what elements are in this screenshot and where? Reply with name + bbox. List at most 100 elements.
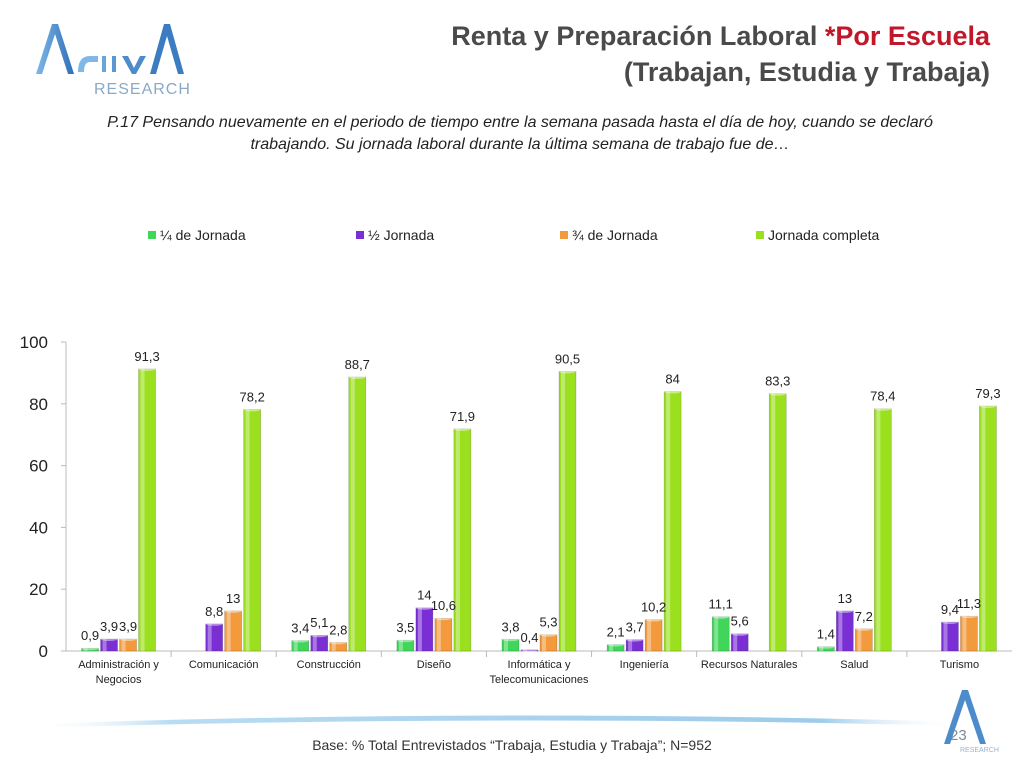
bar-cap — [664, 389, 682, 394]
bar — [396, 639, 415, 652]
bar-cap — [607, 642, 625, 647]
bar-cap — [836, 608, 854, 613]
data-label: 78,2 — [240, 389, 265, 404]
legend-label: ¼ de Jornada — [160, 227, 246, 243]
bar-highlight — [714, 616, 719, 651]
data-label: 2,1 — [607, 625, 625, 640]
data-label: 84 — [665, 371, 679, 386]
bar — [558, 371, 577, 652]
bar-highlight — [293, 640, 298, 651]
data-label: 11,3 — [957, 596, 981, 611]
legend-label: ½ Jornada — [368, 227, 434, 243]
bar — [855, 628, 873, 652]
chart-bars — [81, 366, 997, 652]
bar-cap — [855, 626, 873, 631]
data-label: 83,3 — [765, 374, 790, 389]
bar-cap — [329, 640, 347, 645]
bar-cap — [415, 605, 433, 610]
bar-cap — [119, 636, 137, 641]
chart-x-labels: Administración y Negocios Comunicación Cons… — [78, 659, 979, 686]
bar — [434, 617, 453, 652]
bar — [81, 647, 99, 652]
bar-cap — [396, 638, 414, 643]
bar-highlight — [561, 371, 565, 651]
bar-cap — [645, 617, 663, 622]
bar — [224, 610, 242, 652]
data-label: 5,1 — [310, 615, 328, 630]
bar — [453, 428, 472, 652]
bar-cap — [769, 391, 787, 396]
bar-highlight — [83, 648, 88, 651]
bar — [243, 409, 261, 652]
bar-highlight — [838, 610, 843, 651]
bar — [539, 634, 558, 652]
footer-base-note: Base: % Total Entrevistados “Trabaja, Es… — [312, 737, 712, 753]
title-main: Renta y Preparación Laboral — [451, 21, 825, 51]
bar — [348, 376, 367, 652]
bar-cap — [291, 638, 309, 643]
bar — [606, 644, 625, 652]
data-label: 13 — [838, 591, 852, 606]
data-label: 3,5 — [396, 620, 414, 635]
x-category-label: Ingeniería — [620, 659, 670, 671]
bar-cap — [521, 647, 538, 652]
bar — [817, 646, 835, 652]
bar-cap — [874, 406, 892, 411]
legend-swatch — [756, 231, 764, 239]
bar-highlight — [102, 638, 107, 651]
data-label: 3,9 — [119, 619, 137, 634]
data-label: 0,9 — [81, 628, 99, 643]
legend-swatch — [560, 231, 568, 239]
bar-cap — [138, 366, 156, 371]
bar-highlight — [733, 633, 738, 651]
bar-highlight — [981, 405, 986, 651]
survey-question: P.17 Pensando nuevamente en el periodo d… — [107, 114, 933, 153]
bar — [836, 610, 854, 652]
y-tick-label: 80 — [29, 395, 48, 414]
logo-research-text: RESEARCH — [94, 81, 191, 98]
bar — [310, 634, 329, 652]
bar-cap — [817, 644, 835, 649]
bar-highlight — [628, 639, 633, 651]
data-label: 5,3 — [539, 615, 557, 630]
bar — [329, 642, 348, 652]
legend-swatch — [356, 231, 364, 239]
title-line2: (Trabajan, Estudia y Trabaja) — [623, 57, 990, 87]
x-category-label: Comunicación — [189, 659, 259, 671]
x-category-label: Diseño — [417, 659, 451, 671]
bar-cap — [310, 633, 328, 638]
bar-highlight — [350, 376, 355, 651]
y-tick-label: 100 — [20, 333, 48, 352]
activa-research-logo: RESEARCH — [36, 24, 191, 98]
bar-highlight — [455, 428, 460, 651]
bar-cap — [224, 608, 242, 613]
page-title: Renta y Preparación Laboral *Por Escuela… — [350, 18, 990, 90]
bar-highlight — [504, 639, 508, 651]
bar-highlight — [245, 409, 250, 651]
bar-highlight — [523, 649, 527, 651]
bar — [874, 408, 892, 652]
bar-highlight — [771, 393, 776, 651]
bar-chart: ¼ de Jornada ½ Jornada ¾ de Jornada Jornada… — [20, 227, 1012, 686]
bar — [100, 638, 118, 652]
bar-highlight — [647, 619, 652, 651]
bar-highlight — [857, 628, 862, 651]
bar — [960, 615, 978, 652]
data-label: 5,6 — [731, 614, 749, 629]
data-label: 9,4 — [941, 602, 959, 617]
bar — [941, 621, 959, 652]
x-category-label: Informática y — [508, 659, 571, 671]
bar-cap — [626, 637, 644, 642]
bar-cap — [540, 632, 557, 637]
decorative-swoosh — [30, 715, 960, 728]
page-number: 23 — [950, 727, 967, 744]
x-category-label: Salud — [840, 659, 868, 671]
bar-cap — [941, 619, 959, 624]
bar-highlight — [436, 618, 441, 651]
y-tick-label: 0 — [39, 642, 48, 661]
bar — [291, 640, 310, 652]
bar — [730, 633, 749, 652]
bar-highlight — [943, 621, 948, 651]
bar — [644, 619, 663, 652]
